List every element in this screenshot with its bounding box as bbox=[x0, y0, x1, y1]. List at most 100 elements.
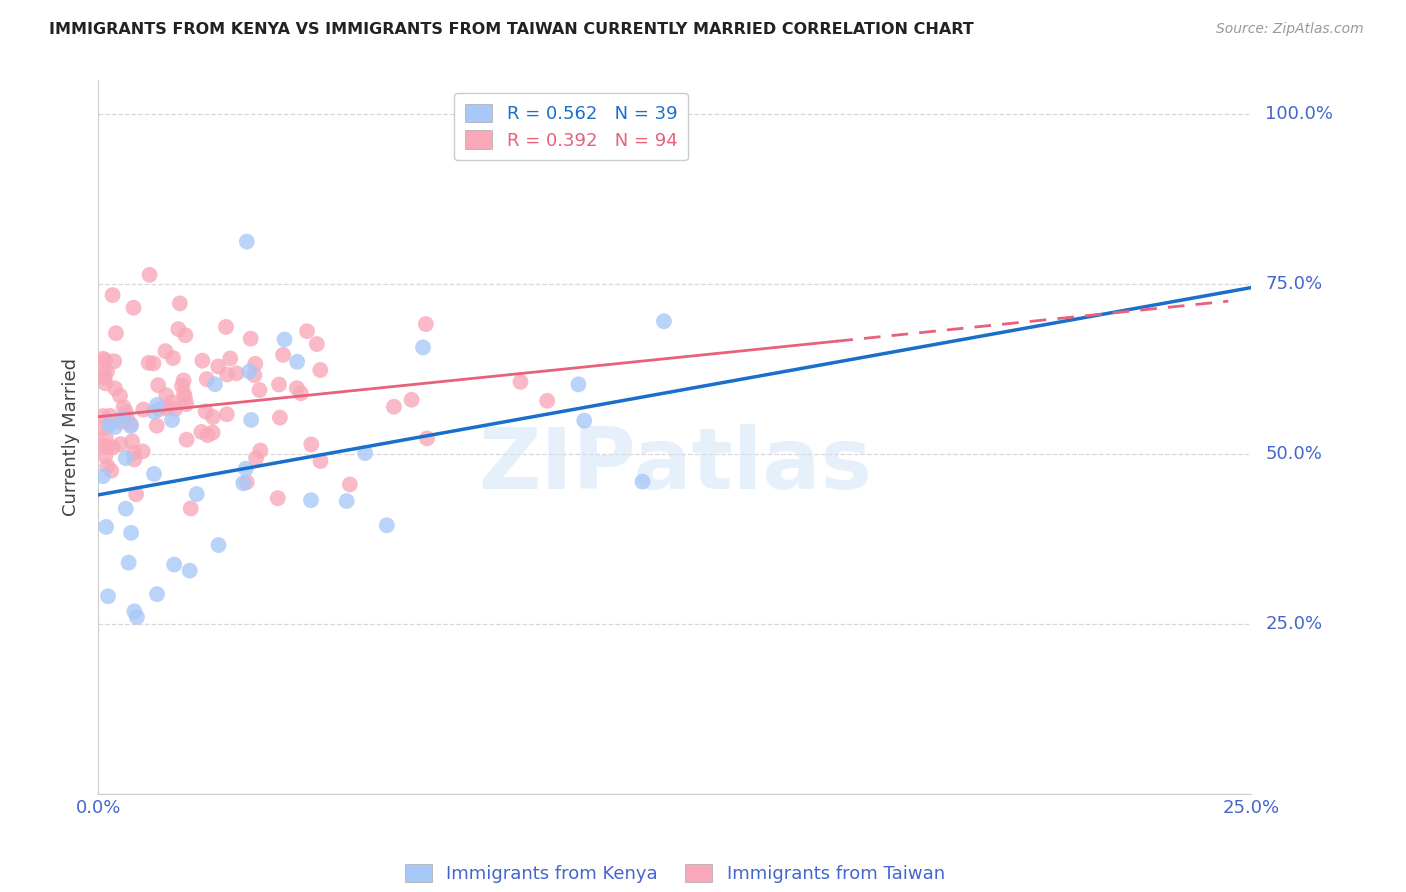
Point bbox=[239, 332, 262, 346]
Point bbox=[285, 355, 308, 369]
Point bbox=[122, 446, 145, 460]
Point bbox=[98, 417, 121, 432]
Point bbox=[236, 235, 259, 249]
Point bbox=[114, 501, 136, 516]
Point bbox=[93, 438, 115, 452]
Point bbox=[190, 425, 212, 439]
Point bbox=[132, 402, 155, 417]
Point bbox=[204, 377, 226, 392]
Point bbox=[339, 477, 361, 491]
Point bbox=[146, 378, 169, 392]
Point bbox=[169, 296, 191, 310]
Point bbox=[146, 398, 169, 412]
Point bbox=[149, 402, 172, 417]
Point bbox=[170, 379, 193, 393]
Point bbox=[567, 377, 589, 392]
Point bbox=[124, 604, 146, 618]
Point bbox=[285, 381, 308, 395]
Point bbox=[121, 434, 143, 449]
Point bbox=[94, 449, 117, 463]
Point bbox=[290, 386, 312, 401]
Point bbox=[273, 333, 295, 347]
Point bbox=[112, 400, 135, 414]
Point bbox=[536, 393, 558, 408]
Point bbox=[631, 475, 654, 489]
Point bbox=[201, 410, 224, 425]
Point bbox=[215, 320, 238, 334]
Legend: Immigrants from Kenya, Immigrants from Taiwan: Immigrants from Kenya, Immigrants from T… bbox=[398, 856, 952, 890]
Point bbox=[354, 446, 377, 460]
Point bbox=[269, 410, 291, 425]
Point bbox=[179, 564, 201, 578]
Point bbox=[295, 324, 318, 338]
Point bbox=[160, 413, 183, 427]
Point bbox=[93, 365, 115, 379]
Point bbox=[225, 367, 247, 381]
Point bbox=[174, 391, 197, 405]
Point bbox=[155, 344, 177, 359]
Point bbox=[173, 387, 195, 401]
Point bbox=[271, 348, 294, 362]
Point bbox=[108, 389, 131, 403]
Point bbox=[111, 411, 134, 425]
Point bbox=[309, 363, 332, 377]
Point bbox=[94, 430, 117, 444]
Text: 75.0%: 75.0% bbox=[1265, 275, 1323, 293]
Point bbox=[180, 501, 202, 516]
Point bbox=[94, 520, 117, 534]
Point bbox=[176, 433, 198, 447]
Point bbox=[103, 354, 125, 368]
Point bbox=[163, 558, 186, 572]
Point bbox=[267, 491, 290, 505]
Point bbox=[91, 469, 114, 483]
Point bbox=[245, 357, 267, 371]
Point bbox=[415, 317, 437, 331]
Point bbox=[207, 538, 229, 552]
Point bbox=[309, 454, 332, 468]
Point bbox=[96, 364, 118, 378]
Point bbox=[162, 351, 184, 365]
Point bbox=[131, 444, 153, 458]
Point bbox=[235, 475, 257, 490]
Point bbox=[240, 413, 263, 427]
Point bbox=[375, 518, 398, 533]
Point bbox=[243, 368, 266, 383]
Point bbox=[138, 268, 160, 282]
Point bbox=[267, 377, 290, 392]
Point bbox=[305, 337, 328, 351]
Point bbox=[146, 587, 169, 601]
Point bbox=[96, 459, 118, 474]
Point bbox=[114, 405, 136, 419]
Point bbox=[120, 525, 142, 540]
Point bbox=[104, 326, 127, 341]
Point bbox=[155, 388, 177, 402]
Point bbox=[235, 462, 257, 476]
Point bbox=[174, 328, 197, 343]
Point bbox=[509, 375, 531, 389]
Point bbox=[382, 400, 405, 414]
Point bbox=[174, 397, 197, 411]
Text: 25.0%: 25.0% bbox=[1265, 615, 1323, 633]
Point bbox=[249, 443, 271, 458]
Y-axis label: Currently Married: Currently Married bbox=[62, 358, 80, 516]
Point bbox=[110, 415, 132, 429]
Point bbox=[138, 356, 160, 370]
Text: 100.0%: 100.0% bbox=[1265, 105, 1333, 123]
Point bbox=[91, 351, 114, 366]
Point bbox=[201, 425, 224, 440]
Point bbox=[191, 353, 214, 368]
Text: Source: ZipAtlas.com: Source: ZipAtlas.com bbox=[1216, 22, 1364, 37]
Point bbox=[652, 314, 675, 328]
Point bbox=[110, 437, 132, 451]
Point bbox=[217, 368, 239, 382]
Point bbox=[173, 373, 195, 387]
Point bbox=[245, 450, 267, 465]
Point bbox=[93, 370, 115, 384]
Point bbox=[186, 487, 208, 501]
Point bbox=[574, 414, 596, 428]
Point bbox=[194, 404, 217, 418]
Point bbox=[299, 437, 322, 451]
Point bbox=[145, 418, 167, 433]
Text: 50.0%: 50.0% bbox=[1265, 445, 1322, 463]
Point bbox=[197, 428, 219, 442]
